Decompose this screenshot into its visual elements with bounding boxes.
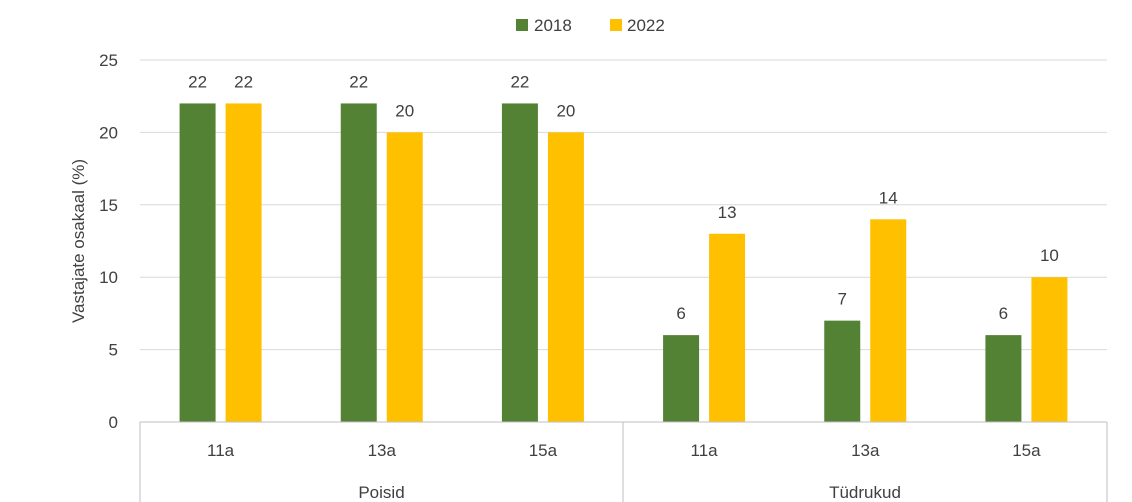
legend: 2018 2022: [516, 16, 665, 35]
x-tick-label: 13a: [368, 441, 397, 460]
x-tick-label: 11a: [207, 441, 235, 460]
legend-label-2022: 2022: [627, 16, 665, 35]
bar-2018: [985, 335, 1022, 422]
bar-2022: [547, 132, 584, 422]
y-tick-label: 15: [99, 196, 118, 215]
x-tick-label: 13a: [851, 441, 880, 460]
y-tick-label: 25: [99, 51, 118, 70]
data-label-2018: 6: [676, 304, 685, 323]
bar-2022: [1031, 277, 1068, 422]
bar-2018: [663, 335, 700, 422]
group-label: Poisid: [358, 483, 404, 502]
data-label-2022: 22: [234, 72, 253, 91]
data-label-2022: 14: [879, 188, 898, 207]
bar-2022: [225, 103, 262, 422]
x-tick-label: 15a: [1012, 441, 1041, 460]
data-label-2018: 22: [188, 72, 207, 91]
bar-2018: [340, 103, 377, 422]
x-tick-label: 11a: [691, 441, 719, 460]
data-label-2022: 20: [556, 101, 575, 120]
y-tick-label: 10: [99, 268, 118, 287]
y-tick-label: 5: [109, 341, 118, 360]
data-label-2018: 6: [999, 304, 1008, 323]
data-label-2018: 7: [838, 290, 847, 309]
y-tick-label: 20: [99, 123, 118, 142]
bar-2018: [501, 103, 538, 422]
bar-2022: [709, 233, 746, 422]
bar-2022: [386, 132, 423, 422]
y-tick-label: 0: [109, 413, 118, 432]
legend-swatch-2022: [610, 19, 622, 31]
bar-2018: [824, 320, 861, 422]
data-label-2018: 22: [349, 72, 368, 91]
y-axis-label: Vastajate osakaal (%): [69, 159, 88, 323]
legend-swatch-2018: [516, 19, 528, 31]
bar-2018: [179, 103, 216, 422]
data-label-2022: 10: [1040, 246, 1059, 265]
legend-label-2018: 2018: [534, 16, 572, 35]
data-label-2018: 22: [510, 72, 529, 91]
x-tick-label: 15a: [529, 441, 558, 460]
bar-2022: [870, 219, 907, 422]
data-label-2022: 13: [718, 203, 737, 222]
group-label: Tüdrukud: [829, 483, 901, 502]
data-label-2022: 20: [395, 101, 414, 120]
